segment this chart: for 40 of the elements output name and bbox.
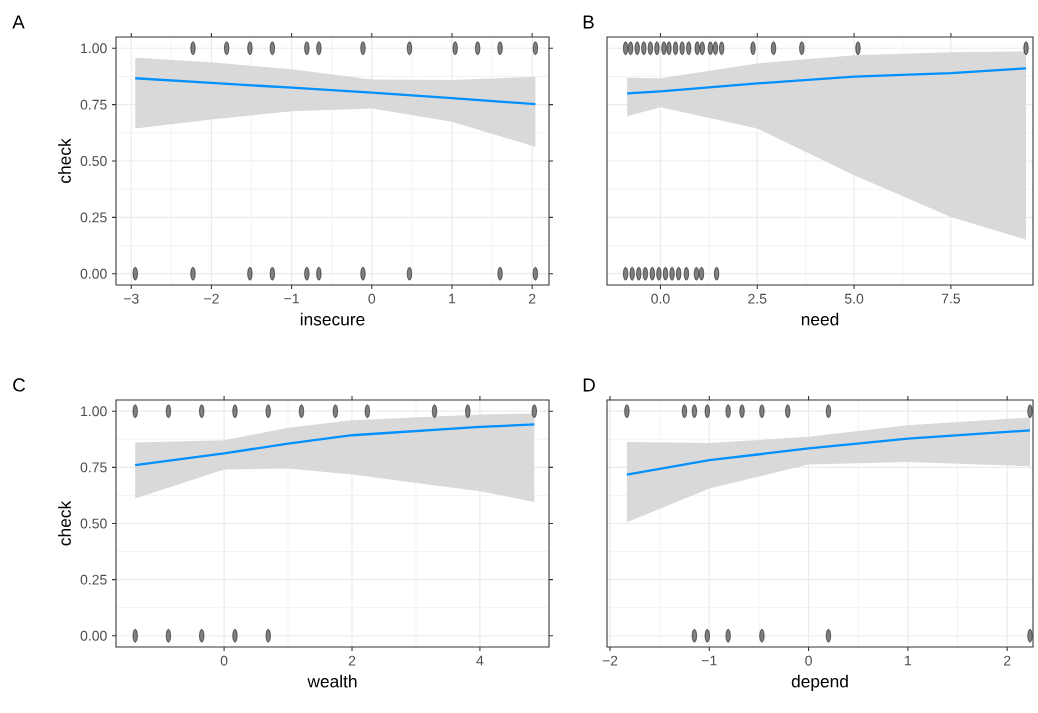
x-tick-label: 7.5 xyxy=(941,293,961,304)
x-tick-label: 0 xyxy=(368,293,376,304)
y-tick-label: 0.50 xyxy=(80,156,107,166)
y-tick-label: 0.50 xyxy=(80,518,107,529)
x-axis-title: wealth xyxy=(307,674,357,688)
line-series xyxy=(134,77,537,106)
y-tick-label: 0.00 xyxy=(80,630,107,641)
x-axis-title: depend xyxy=(791,674,848,691)
x-tick-label: 5.0 xyxy=(844,293,864,304)
y-tick-label: 1.00 xyxy=(81,406,107,417)
chart-title: C xyxy=(13,378,26,392)
x-tick-label: −1 xyxy=(701,655,717,666)
x-tick-label: −1 xyxy=(284,293,299,304)
y-tick-label: 1.00 xyxy=(81,43,107,54)
chart-title: B xyxy=(583,15,594,29)
x-tick-label: 0 xyxy=(805,655,812,666)
x-axis-title: insecure xyxy=(300,312,365,326)
x-tick-label: −2 xyxy=(602,655,618,666)
x-axis-title: need xyxy=(801,312,839,326)
line-series xyxy=(134,423,536,467)
x-tick-label: 2 xyxy=(1004,655,1011,666)
chart-title: A xyxy=(12,15,25,29)
x-tick-label: 2.5 xyxy=(748,293,767,304)
x-tick-label: 4 xyxy=(476,655,484,666)
y-tick-label: 0.25 xyxy=(80,212,107,223)
y-tick-label: 0.00 xyxy=(80,268,107,279)
chart-title: D xyxy=(583,378,595,392)
x-tick-label: 0.0 xyxy=(651,293,670,304)
y-axis-title: check xyxy=(58,500,71,546)
y-tick-label: 0.75 xyxy=(80,462,107,473)
x-tick-label: 0 xyxy=(220,655,228,666)
y-axis-title: check xyxy=(58,138,71,183)
x-tick-label: 1 xyxy=(905,655,912,666)
y-tick-label: 0.25 xyxy=(80,574,107,585)
x-tick-label: −2 xyxy=(204,293,219,304)
x-tick-label: 2 xyxy=(528,293,536,304)
x-tick-label: 2 xyxy=(348,655,356,666)
x-tick-label: 1 xyxy=(449,293,456,304)
y-tick-label: 0.75 xyxy=(80,99,107,110)
x-tick-label: −3 xyxy=(123,293,139,304)
